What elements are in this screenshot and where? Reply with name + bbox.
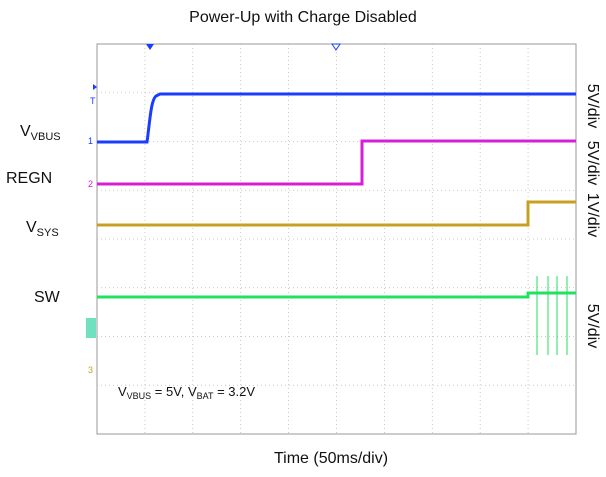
- label-sub: SYS: [37, 227, 59, 239]
- label-main: V: [26, 219, 37, 236]
- trigger-marker: [146, 44, 154, 50]
- annotation-text: V: [188, 384, 197, 399]
- annotation-text: V: [118, 384, 127, 399]
- annotation-sub: BAT: [197, 391, 214, 401]
- annotation-text: = 5V,: [151, 384, 188, 399]
- trigger-marker: [331, 43, 341, 51]
- grid: [97, 44, 576, 434]
- annotation-text: = 3.2V: [213, 384, 255, 399]
- title: Power-Up with Charge Disabled: [189, 9, 417, 26]
- channel-marker: 1: [88, 136, 93, 146]
- channel-marker: [86, 318, 96, 338]
- label-main: V: [20, 123, 31, 140]
- channel-label: SW: [34, 289, 61, 306]
- channel-label: REGN: [6, 170, 52, 187]
- x-axis-label: Time (50ms/div): [274, 450, 388, 467]
- scale-label: 5V/div: [584, 141, 601, 185]
- sw-trace: [97, 291, 576, 299]
- sw-spikes: [536, 276, 568, 355]
- screen: T 1 2 3 VVBUS = 5V, VBAT = 3.2V: [86, 43, 577, 435]
- scale-label: 5V/div: [584, 304, 601, 348]
- label-sub: VBUS: [31, 131, 61, 143]
- annotation-sub: VBUS: [127, 391, 152, 401]
- scale-label: 5V/div: [584, 84, 601, 128]
- channel-marker: [93, 84, 97, 90]
- vbus-trace: [97, 92, 576, 144]
- screen-frame: [96, 43, 577, 435]
- channel-marker: 2: [88, 179, 93, 189]
- annotation: VVBUS = 5V, VBAT = 3.2V: [118, 384, 255, 401]
- channel-marker: T: [90, 96, 96, 106]
- channel-label: VVBUS: [20, 123, 61, 143]
- scale-label: 1V/div: [584, 193, 601, 237]
- vsys-trace: [97, 200, 576, 227]
- channel-marker: 3: [88, 365, 93, 375]
- channel-label: VSYS: [26, 219, 59, 239]
- regn-trace: [97, 139, 576, 186]
